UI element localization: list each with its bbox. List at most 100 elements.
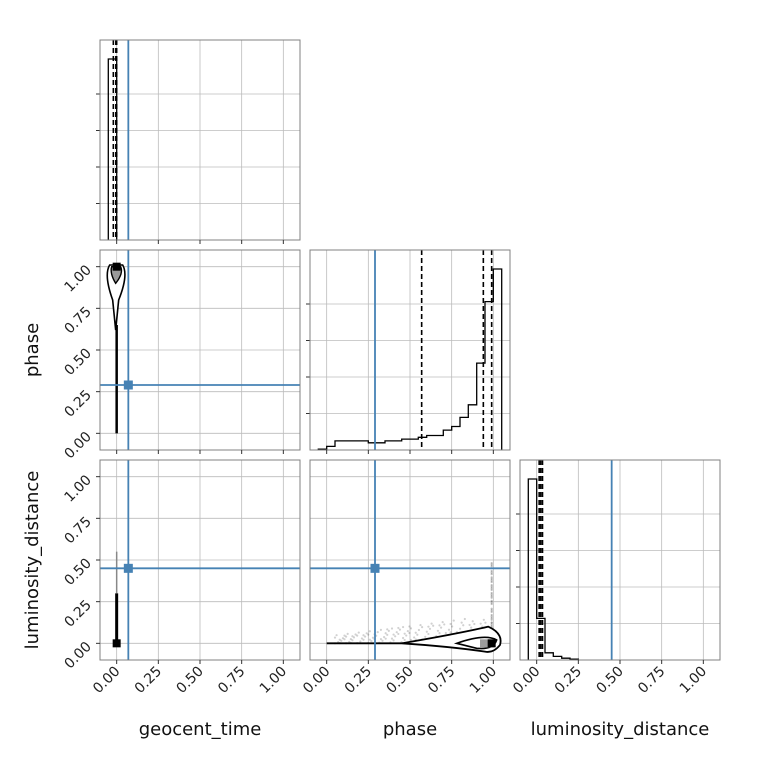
- sample-point: [490, 565, 493, 568]
- sample-point: [438, 624, 441, 627]
- sample-point: [490, 621, 493, 624]
- sample-point: [335, 634, 338, 637]
- sample-point: [392, 639, 395, 642]
- sample-point: [441, 620, 444, 624]
- sample-point: [368, 638, 371, 641]
- x-tick-label: 0.25: [552, 664, 585, 697]
- density-core: [480, 639, 494, 648]
- sample-point: [490, 593, 493, 596]
- x-tick-label: 0.50: [173, 664, 206, 697]
- sample-point: [479, 622, 482, 625]
- panel-phase-phase: [306, 249, 511, 451]
- sample-point: [490, 579, 493, 582]
- sample-point: [356, 634, 359, 637]
- sample-point: [490, 571, 493, 574]
- sample-point: [420, 625, 424, 629]
- y-tick-label: 0.50: [61, 346, 94, 379]
- sample-point: [490, 588, 493, 591]
- sample-point: [424, 635, 427, 638]
- x-tick-label: 1.00: [467, 664, 500, 697]
- sample-point: [338, 638, 341, 641]
- sample-point: [343, 638, 346, 641]
- y-tick-label: 0.00: [61, 639, 94, 672]
- truth-marker: [123, 563, 133, 573]
- sample-point: [490, 587, 493, 590]
- x-tick-label: 0.25: [132, 664, 165, 697]
- sample-point: [348, 640, 351, 643]
- sample-point: [384, 637, 387, 640]
- sample-point: [362, 638, 365, 641]
- sample-point: [401, 636, 405, 640]
- sample-point: [462, 624, 465, 627]
- sample-point: [490, 591, 493, 595]
- sample-point: [397, 632, 400, 636]
- x-tick-label: 0.50: [383, 664, 416, 697]
- sample-point: [371, 636, 375, 639]
- sample-point: [351, 635, 354, 638]
- sample-point: [390, 627, 394, 630]
- sample-point: [471, 620, 474, 623]
- sample-point: [490, 569, 493, 573]
- y-tick-label: 0.75: [61, 514, 94, 547]
- sample-point: [409, 627, 413, 630]
- sample-point: [463, 617, 466, 621]
- sample-point: [368, 630, 371, 633]
- x-tick-label: 1.00: [677, 664, 710, 697]
- sample-point: [416, 633, 419, 636]
- sample-point: [395, 631, 398, 634]
- sample-point: [490, 562, 493, 565]
- sample-point: [490, 580, 493, 584]
- sample-point: [349, 637, 352, 641]
- sample-point: [436, 629, 440, 632]
- sample-point: [490, 621, 493, 624]
- sample-point: [406, 629, 409, 633]
- x-tick-label: 0.00: [90, 664, 123, 697]
- x-tick-label: 0.50: [593, 664, 626, 697]
- sample-point: [449, 631, 452, 634]
- sample-point: [484, 621, 487, 624]
- contour-inner: [110, 265, 123, 285]
- x-tick-label: 0.00: [300, 664, 333, 697]
- sample-point: [359, 640, 362, 643]
- sample-point: [443, 623, 446, 626]
- y-tick-label: 0.25: [61, 597, 94, 630]
- histogram-luminosity_distance: [527, 478, 579, 660]
- sample-point: [376, 631, 379, 634]
- sample-point: [444, 631, 447, 635]
- sample-point: [365, 632, 368, 635]
- sample-point: [449, 622, 452, 626]
- contour-outer: [106, 264, 126, 331]
- sample-point: [490, 576, 493, 579]
- sample-point: [427, 625, 430, 628]
- truth-marker: [123, 380, 133, 390]
- sample-point: [352, 636, 356, 639]
- sample-point: [362, 634, 365, 637]
- sample-point: [490, 615, 493, 618]
- y-tick-label: 0.00: [61, 429, 94, 462]
- sample-point: [333, 636, 337, 639]
- sample-point: [408, 631, 411, 635]
- sample-point: [452, 619, 455, 622]
- sample-point: [414, 631, 417, 634]
- histogram-geocent_time: [107, 58, 118, 240]
- y-tick-label: 1.00: [61, 472, 94, 505]
- sample-point: [390, 637, 394, 640]
- x-tick-label: 1.00: [257, 664, 290, 697]
- y-tick-label: 1.00: [61, 262, 94, 295]
- panel-phase-geocent_time: [99, 249, 301, 451]
- sample-point: [344, 635, 348, 638]
- sample-point: [439, 626, 443, 629]
- sample-point: [470, 626, 473, 629]
- sample-point: [370, 640, 373, 643]
- sample-point: [382, 635, 386, 639]
- x-tick-label: 0.25: [342, 664, 375, 697]
- sample-point: [490, 607, 493, 610]
- sample-point: [428, 627, 432, 630]
- x-tick-label: 0.75: [425, 664, 458, 697]
- sample-point: [490, 609, 493, 612]
- sample-point: [403, 638, 406, 642]
- sample-point: [490, 563, 493, 566]
- sample-point: [490, 610, 493, 613]
- sample-point: [403, 632, 406, 635]
